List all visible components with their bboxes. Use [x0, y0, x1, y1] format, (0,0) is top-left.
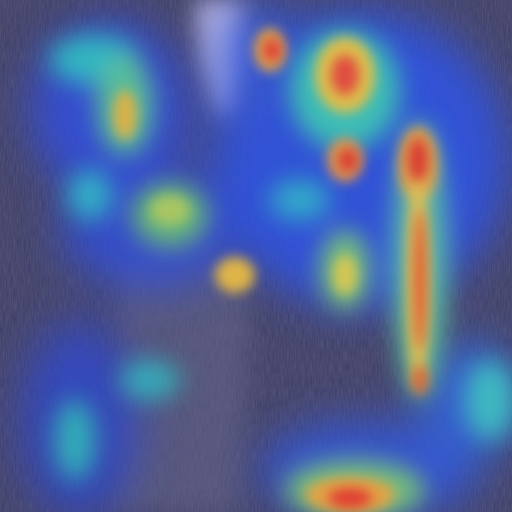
heat-mid [50, 30, 512, 512]
heat-peak [263, 38, 428, 508]
